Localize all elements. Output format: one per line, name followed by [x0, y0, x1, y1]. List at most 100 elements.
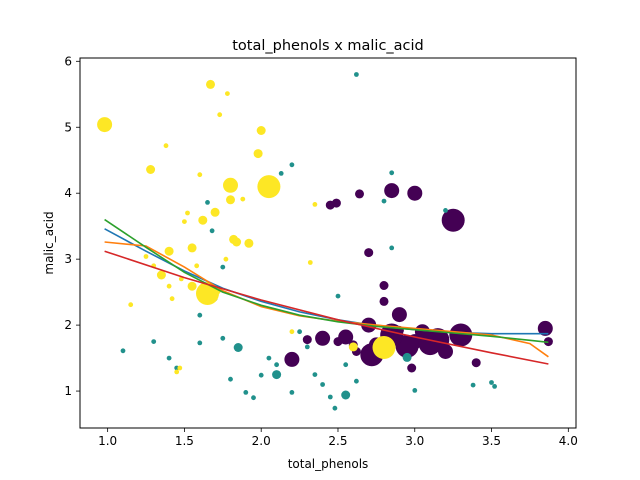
data-point: [289, 329, 295, 335]
data-point: [97, 117, 113, 133]
data-point: [354, 72, 359, 77]
data-point: [381, 198, 387, 204]
data-point: [278, 171, 284, 176]
data-point: [220, 335, 226, 341]
data-point: [205, 200, 210, 205]
data-point: [379, 281, 389, 290]
data-point: [312, 372, 318, 377]
y-tick-label: 3: [64, 252, 72, 266]
data-point: [253, 149, 263, 159]
fit-line-4: [104, 250, 549, 365]
data-point: [206, 79, 215, 89]
data-point: [320, 382, 325, 387]
data-point: [304, 344, 310, 350]
data-point: [355, 189, 364, 199]
data-point: [198, 215, 208, 225]
data-point: [163, 143, 169, 149]
x-axis: 1.0 1.5 2.0 2.5 3.0 3.5 4.0: [98, 428, 578, 448]
x-tick-label: 2.5: [328, 434, 347, 448]
data-point: [441, 208, 465, 232]
data-point: [233, 343, 243, 352]
fit-line-3: [104, 218, 549, 344]
data-point: [389, 170, 395, 176]
data-point: [151, 339, 157, 344]
x-tick-label: 2.0: [252, 434, 271, 448]
data-point: [187, 243, 197, 253]
data-point: [197, 312, 203, 318]
data-point: [343, 362, 349, 368]
data-point: [257, 175, 281, 199]
data-point: [537, 320, 553, 336]
data-point: [372, 336, 396, 359]
data-point: [470, 382, 476, 388]
data-point: [471, 358, 481, 368]
plot-area-frame: [79, 57, 577, 429]
data-point: [354, 378, 359, 384]
data-point: [187, 281, 197, 291]
data-point: [426, 328, 450, 352]
data-point: [164, 246, 174, 256]
data-point: [297, 329, 302, 335]
data-point: [256, 126, 266, 135]
data-point: [244, 238, 254, 248]
data-point: [209, 228, 215, 234]
data-point: [182, 219, 187, 225]
data-point: [489, 380, 494, 385]
chart-title: total_phenols x malic_acid: [232, 38, 424, 54]
data-point: [341, 390, 351, 400]
x-tick-label: 1.0: [98, 434, 117, 448]
data-point: [274, 362, 279, 368]
data-point: [143, 254, 149, 259]
data-point: [194, 263, 200, 269]
data-point: [364, 248, 374, 258]
data-point: [217, 112, 223, 118]
data-point: [226, 195, 235, 205]
data-point: [197, 172, 203, 178]
data-point: [185, 210, 190, 216]
y-tick-label: 4: [64, 186, 72, 200]
y-tick-label: 1: [64, 384, 72, 398]
data-point: [391, 307, 407, 323]
data-point: [128, 302, 134, 308]
x-axis-label: total_phenols: [288, 457, 369, 471]
y-axis-label: malic_acid: [42, 211, 56, 274]
data-point: [156, 270, 166, 280]
data-point: [146, 165, 156, 174]
data-point: [169, 296, 175, 302]
data-point: [307, 260, 313, 265]
data-point: [166, 283, 172, 289]
y-tick-label: 6: [64, 54, 72, 68]
y-tick-label: 5: [64, 120, 72, 134]
data-point: [258, 372, 264, 378]
data-point: [332, 405, 338, 411]
data-point: [384, 183, 400, 199]
data-point: [379, 296, 389, 306]
data-point: [331, 198, 341, 208]
data-point: [289, 162, 295, 168]
data-point: [348, 342, 358, 352]
data-point: [210, 207, 220, 217]
data-point: [289, 390, 295, 395]
data-point: [443, 208, 448, 213]
data-point: [407, 363, 417, 373]
data-point: [492, 384, 497, 389]
data-point: [223, 177, 238, 193]
data-point: [120, 348, 126, 354]
data-point: [402, 352, 412, 362]
data-point: [302, 335, 312, 345]
data-point: [197, 340, 203, 346]
y-axis: 1 2 3 4 5 6: [64, 54, 80, 398]
data-point: [338, 329, 354, 345]
x-tick-label: 3.0: [405, 434, 424, 448]
data-point: [327, 394, 333, 400]
data-point: [266, 355, 272, 361]
data-point: [315, 330, 331, 346]
data-point: [449, 323, 473, 347]
x-tick-label: 4.0: [559, 434, 578, 448]
data-point: [228, 376, 233, 382]
data-point: [243, 390, 249, 395]
x-tick-label: 1.5: [175, 434, 194, 448]
data-point: [223, 256, 229, 262]
